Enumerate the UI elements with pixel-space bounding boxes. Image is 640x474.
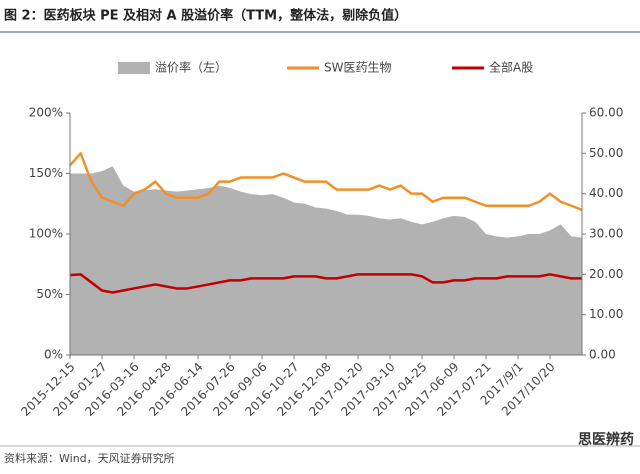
area bbox=[70, 166, 582, 355]
source: 资料来源：Wind，天风证券研究所 bbox=[4, 451, 175, 465]
y2-tick-label: 20.00 bbox=[589, 267, 623, 281]
legend-label: SW医药生物 bbox=[324, 61, 391, 75]
chart-title: 图 2：医药板块 PE 及相对 A 股溢价率（TTM，整体法，剔除负值） bbox=[4, 8, 407, 24]
y2-tick-label: 40.00 bbox=[589, 186, 623, 200]
y-tick-label: 50% bbox=[36, 287, 63, 301]
y-tick-label: 100% bbox=[29, 227, 63, 241]
y2-tick-label: 10.00 bbox=[589, 307, 623, 321]
y-tick-label: 150% bbox=[29, 166, 63, 180]
y2-tick-label: 30.00 bbox=[589, 227, 623, 241]
y2-tick-label: 50.00 bbox=[589, 146, 623, 160]
y2-tick-label: 0.00 bbox=[589, 348, 616, 362]
line bbox=[69, 273, 582, 294]
line bbox=[69, 152, 583, 211]
legend-label: 溢价率（左） bbox=[155, 60, 227, 75]
legend-swatch bbox=[118, 62, 150, 74]
y2-tick-label: 60.00 bbox=[589, 106, 623, 120]
y-tick-label: 0% bbox=[44, 348, 63, 362]
y-tick-label: 200% bbox=[29, 106, 63, 120]
legend-label: 全部A股 bbox=[489, 60, 533, 75]
watermark: 思医辨药 bbox=[578, 431, 634, 448]
